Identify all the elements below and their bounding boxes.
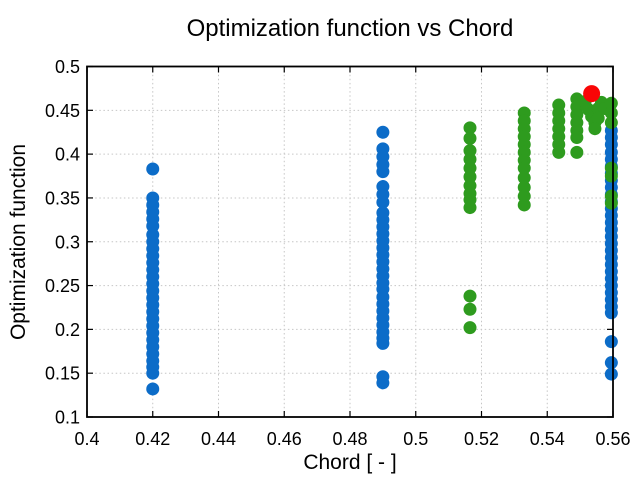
- samples-blue-point: [604, 356, 618, 370]
- samples-green-point: [591, 111, 605, 125]
- samples-green-point: [463, 321, 477, 335]
- y-tick-label: 0.35: [45, 188, 80, 208]
- best-red-point: [583, 85, 601, 103]
- samples-blue-point: [604, 306, 618, 320]
- x-tick-label: 0.42: [135, 429, 170, 449]
- samples-green-point: [463, 201, 477, 215]
- x-tick-label: 0.54: [530, 429, 565, 449]
- y-tick-label: 0.4: [55, 145, 80, 165]
- samples-green-point: [604, 106, 618, 120]
- samples-green-point: [463, 302, 477, 316]
- samples-blue-point: [376, 165, 390, 179]
- y-tick-label: 0.5: [55, 57, 80, 77]
- samples-green-point: [463, 131, 477, 145]
- samples-green-point: [570, 145, 584, 159]
- samples-blue-point: [376, 195, 390, 209]
- samples-blue-point: [376, 336, 390, 350]
- y-tick-label: 0.3: [55, 232, 80, 252]
- samples-green-point: [463, 289, 477, 303]
- y-axis-label-text: Optimization function: [7, 143, 30, 341]
- samples-green-point: [517, 171, 531, 185]
- y-tick-label: 0.45: [45, 101, 80, 121]
- samples-green-point: [552, 145, 566, 159]
- samples-green-point: [463, 121, 477, 135]
- samples-green-point: [604, 116, 618, 130]
- x-tick-label: 0.5: [403, 429, 428, 449]
- samples-green-point: [517, 161, 531, 175]
- chart-title: Optimization function vs Chord: [186, 15, 514, 42]
- samples-blue-point: [146, 162, 160, 176]
- x-tick-label: 0.56: [595, 429, 630, 449]
- x-axis-label: Chord [ - ]: [303, 451, 397, 474]
- samples-blue-point: [604, 335, 618, 349]
- samples-blue-point: [376, 376, 390, 390]
- samples-green-point: [604, 196, 618, 210]
- samples-green-point: [570, 130, 584, 144]
- samples-blue-point: [146, 382, 160, 396]
- samples-blue-point: [604, 367, 618, 381]
- samples-green-point: [604, 169, 618, 183]
- x-tick-label: 0.46: [267, 429, 302, 449]
- y-tick-label: 0.2: [55, 320, 80, 340]
- samples-blue-point: [146, 366, 160, 380]
- y-tick-label: 0.1: [55, 408, 80, 428]
- x-tick-label: 0.44: [201, 429, 236, 449]
- y-tick-label: 0.25: [45, 276, 80, 296]
- samples-green-point: [604, 96, 618, 110]
- x-tick-label: 0.4: [74, 429, 99, 449]
- samples-green-point: [517, 198, 531, 212]
- x-tick-label: 0.48: [332, 429, 367, 449]
- samples-green-point: [588, 122, 602, 136]
- samples-blue-point: [376, 125, 390, 139]
- x-tick-label: 0.52: [464, 429, 499, 449]
- plot-border: [86, 65, 614, 418]
- y-tick-label: 0.15: [45, 364, 80, 384]
